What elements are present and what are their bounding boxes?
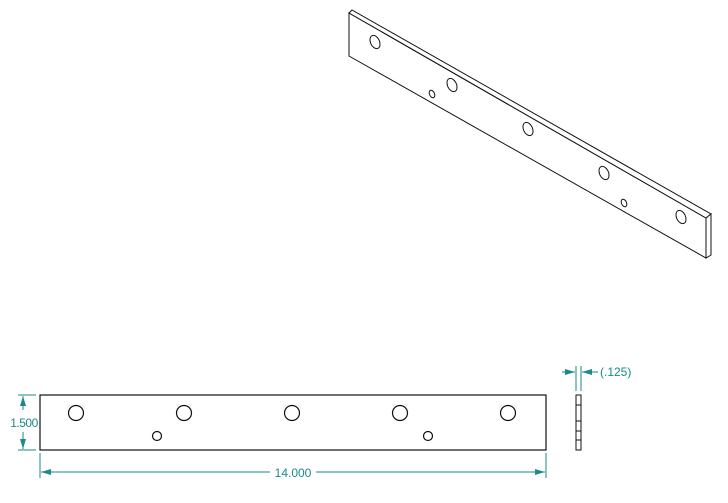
side-view — [575, 394, 582, 451]
hole — [67, 404, 85, 422]
thickness-dimension-label: (.125) — [600, 365, 631, 379]
iso-hole — [522, 121, 534, 137]
hole — [175, 404, 193, 422]
hole — [283, 404, 301, 422]
height-dimension-label: 1.500 — [10, 416, 38, 430]
iso-small-hole — [620, 198, 628, 208]
iso-end-face — [705, 212, 712, 259]
length-dimension-label: 14.000 — [275, 466, 312, 480]
hole — [499, 404, 517, 422]
side-outline — [575, 394, 582, 451]
iso-hole — [675, 209, 687, 225]
hole — [391, 404, 409, 422]
iso-holes — [369, 34, 687, 225]
iso-hole — [598, 165, 610, 181]
small-hole — [422, 430, 434, 442]
iso-hole — [446, 77, 458, 93]
front-outline — [39, 394, 547, 451]
dimensions — [18, 366, 598, 478]
iso-top-face — [348, 9, 712, 219]
iso-small-hole — [428, 89, 436, 99]
isometric-view — [348, 9, 712, 259]
iso-hole — [369, 34, 381, 50]
front-view — [39, 394, 547, 451]
small-hole — [151, 430, 163, 442]
